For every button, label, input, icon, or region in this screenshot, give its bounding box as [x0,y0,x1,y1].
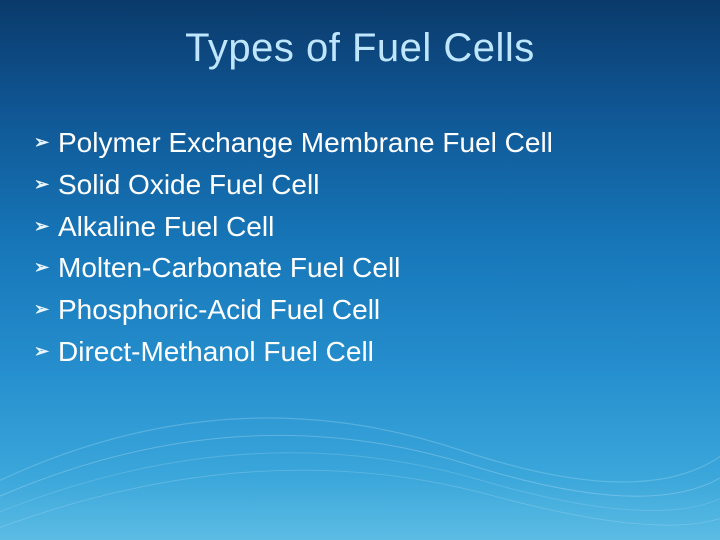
list-item: ➢ Alkaline Fuel Cell [34,208,686,246]
list-item: ➢ Molten-Carbonate Fuel Cell [34,249,686,287]
list-item-text: Polymer Exchange Membrane Fuel Cell [58,124,686,162]
list-item: ➢ Polymer Exchange Membrane Fuel Cell [34,124,686,162]
bullet-icon: ➢ [34,166,58,202]
bullet-icon: ➢ [34,208,58,244]
bullet-icon: ➢ [34,249,58,285]
list-item-text: Phosphoric-Acid Fuel Cell [58,291,686,329]
slide-body: ➢ Polymer Exchange Membrane Fuel Cell ➢ … [34,124,686,375]
slide: Types of Fuel Cells ➢ Polymer Exchange M… [0,0,720,540]
list-item: ➢ Phosphoric-Acid Fuel Cell [34,291,686,329]
bullet-icon: ➢ [34,333,58,369]
list-item-text: Alkaline Fuel Cell [58,208,686,246]
slide-title: Types of Fuel Cells [0,26,720,71]
list-item-text: Molten-Carbonate Fuel Cell [58,249,686,287]
list-item: ➢ Solid Oxide Fuel Cell [34,166,686,204]
list-item-text: Direct-Methanol Fuel Cell [58,333,686,371]
list-item-text: Solid Oxide Fuel Cell [58,166,686,204]
list-item: ➢ Direct-Methanol Fuel Cell [34,333,686,371]
bullet-icon: ➢ [34,291,58,327]
bullet-icon: ➢ [34,124,58,160]
